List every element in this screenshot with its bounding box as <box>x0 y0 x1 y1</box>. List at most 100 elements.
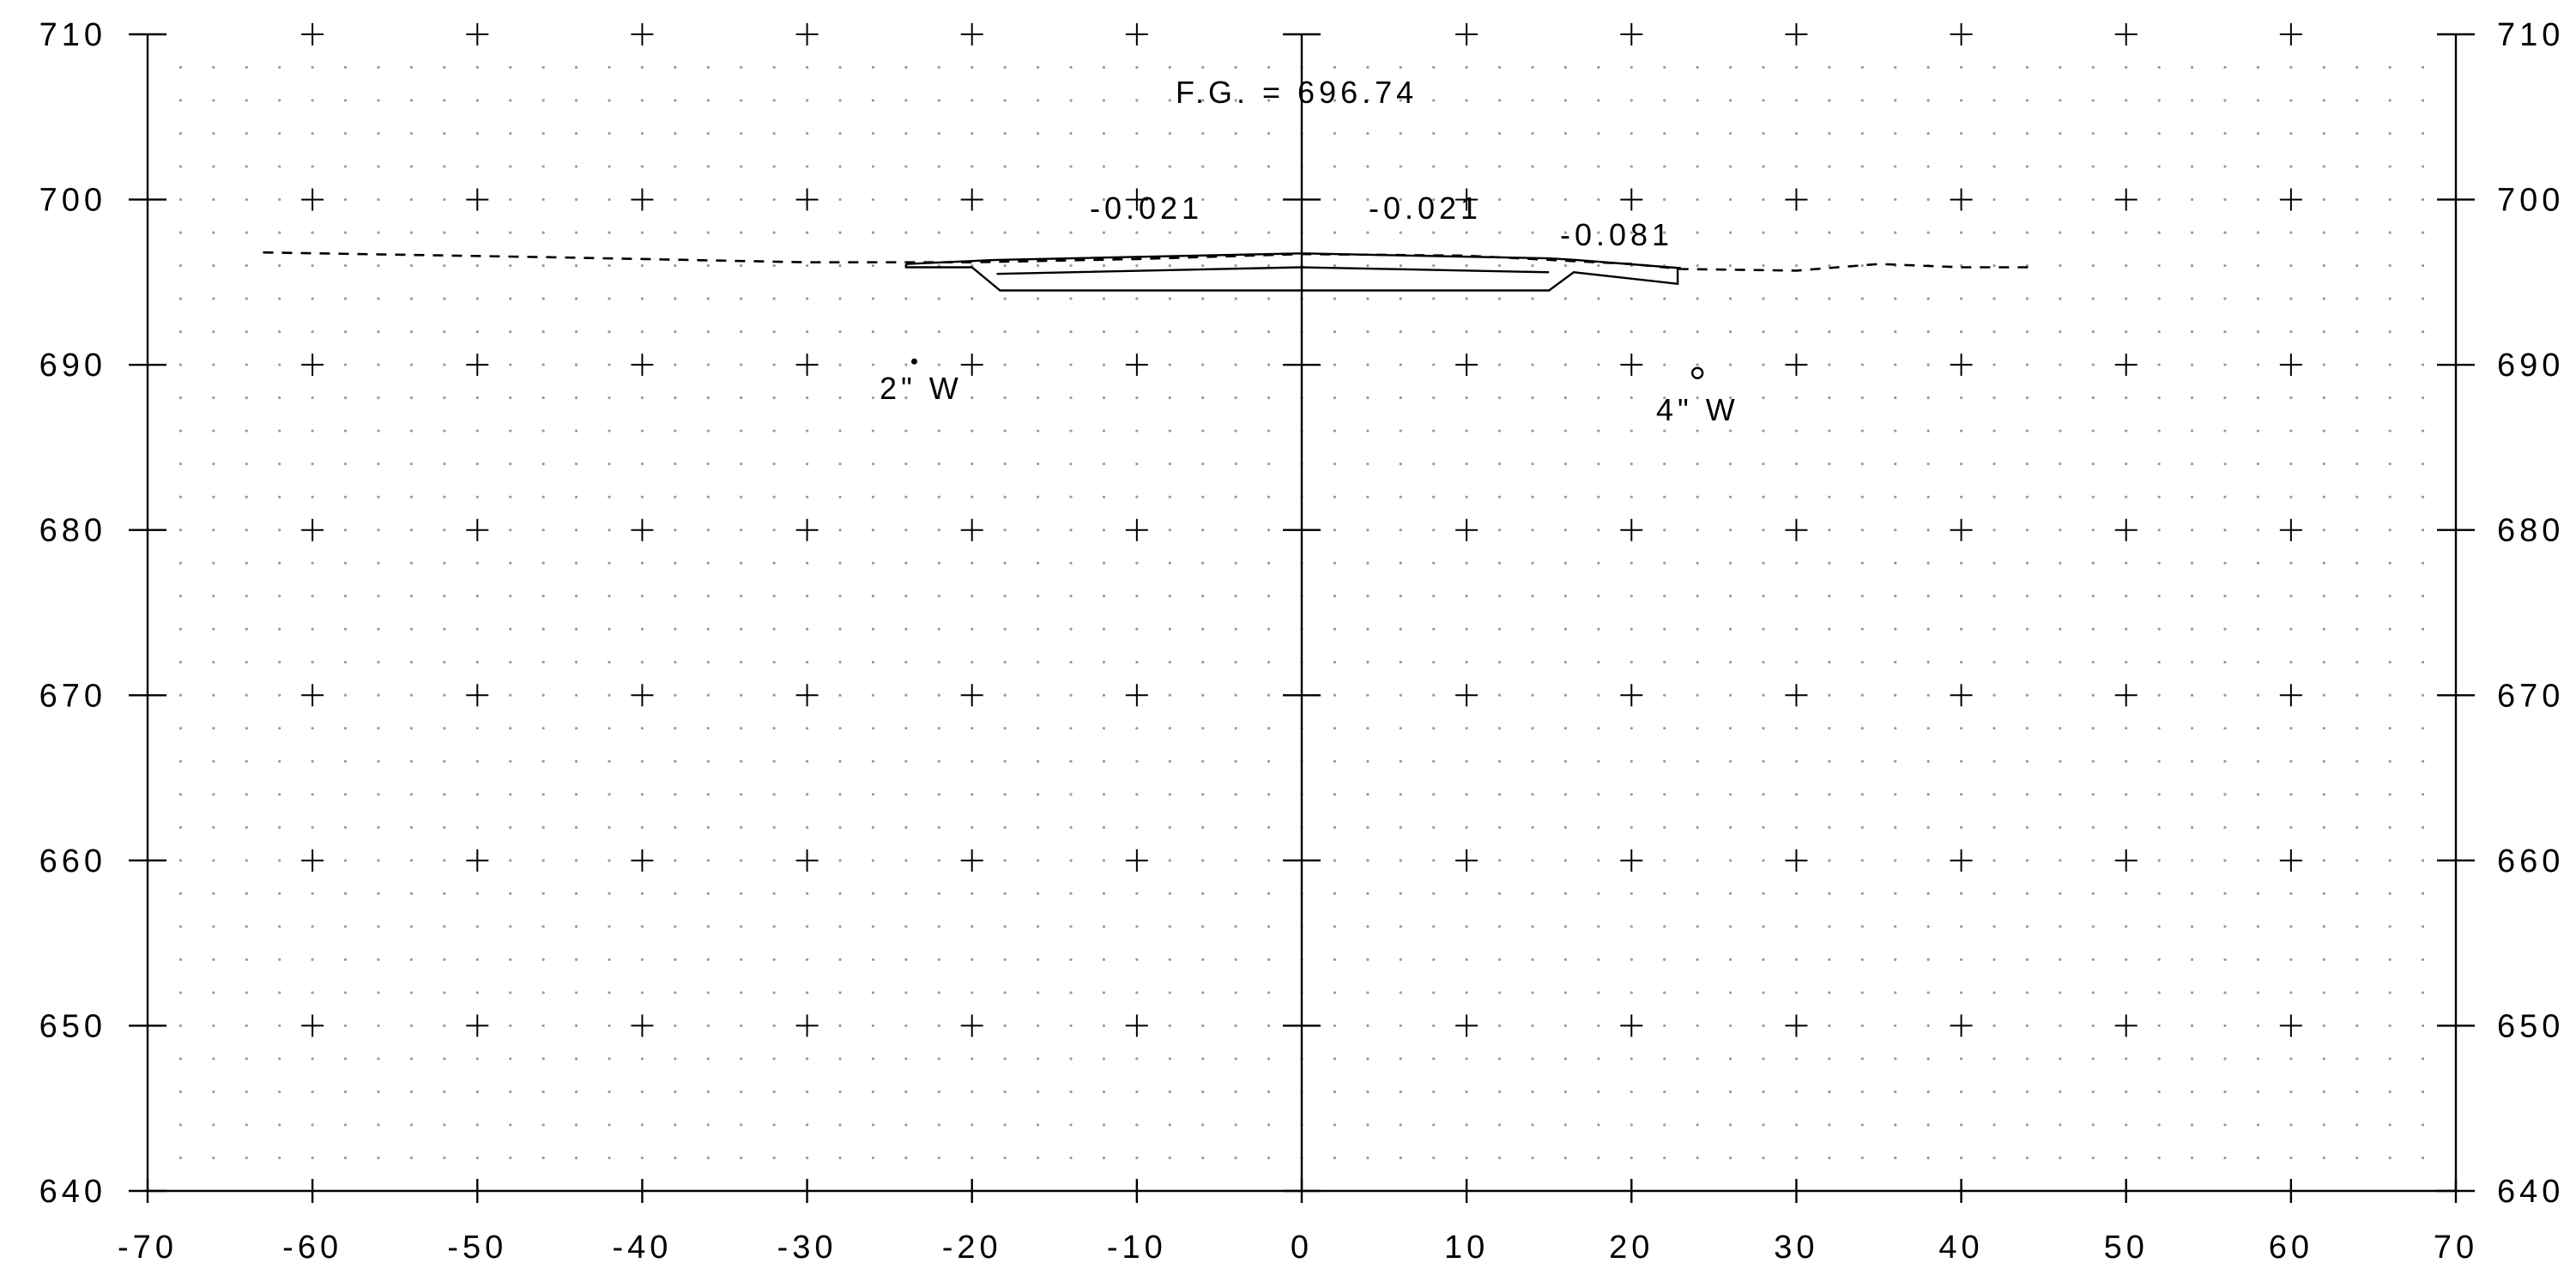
grid-dot <box>178 627 183 631</box>
grid-dot <box>904 925 908 928</box>
grid-dot <box>1432 231 1436 234</box>
grid-dot <box>1465 462 1468 466</box>
grid-dot <box>574 429 578 432</box>
grid-dot <box>2322 297 2325 300</box>
grid-dot <box>772 793 776 796</box>
grid-dot <box>178 891 183 895</box>
grid-dot <box>1234 65 1237 69</box>
grid-dot <box>674 462 677 466</box>
grid-dot <box>1168 925 1171 928</box>
grid-dot <box>2157 793 2161 796</box>
grid-dot <box>706 231 710 234</box>
grid-dot <box>2059 1057 2062 1061</box>
grid-dot <box>674 495 677 499</box>
grid-dot <box>1959 131 1963 136</box>
grid-dot <box>2091 396 2095 400</box>
grid-dot <box>212 1123 215 1127</box>
grid-dot <box>311 99 314 102</box>
grid-dot <box>2223 991 2227 994</box>
grid-dot <box>1794 264 1799 268</box>
grid-dot <box>1794 462 1799 466</box>
grid-dot <box>1497 595 1502 598</box>
grid-dot <box>1563 759 1568 763</box>
grid-dot <box>937 529 940 532</box>
grid-dot <box>608 793 611 796</box>
grid-dot <box>1234 1090 1237 1094</box>
grid-dot <box>1762 231 1765 234</box>
grid-dot <box>871 793 875 796</box>
grid-dot <box>2256 693 2260 697</box>
grid-dot <box>1959 759 1963 763</box>
grid-dot <box>772 429 776 432</box>
grid-dot <box>1267 991 1271 994</box>
grid-dot <box>2125 396 2128 400</box>
grid-dot <box>409 495 414 499</box>
grid-dot <box>1597 661 1600 664</box>
grid-dot <box>1597 925 1600 928</box>
grid-dot <box>1860 727 1864 730</box>
grid-dot <box>838 759 842 763</box>
grid-dot <box>443 396 446 400</box>
grid-dot <box>1630 396 1633 400</box>
grid-dot <box>2190 495 2194 499</box>
grid-dot <box>178 1057 183 1061</box>
grid-dot <box>706 561 710 565</box>
grid-dot <box>640 627 644 631</box>
grid-dot <box>740 429 743 432</box>
grid-dot <box>2256 165 2260 168</box>
grid-dot <box>937 693 940 697</box>
grid-dot <box>1959 1090 1963 1094</box>
grid-dot <box>212 396 215 400</box>
grid-dot <box>1794 595 1799 598</box>
grid-dot <box>1399 429 1402 432</box>
grid-dot <box>2355 627 2359 631</box>
grid-dot <box>1828 529 1831 532</box>
grid-dot <box>278 1057 281 1061</box>
grid-dot <box>509 561 512 565</box>
grid-dot <box>1267 793 1271 796</box>
grid-dot <box>245 727 248 730</box>
grid-dot <box>740 396 743 400</box>
grid-dot <box>409 693 414 697</box>
grid-dot <box>2355 595 2359 598</box>
grid-dot <box>409 396 414 400</box>
grid-dot <box>409 561 414 565</box>
grid-dot <box>1762 131 1765 136</box>
plot-frame <box>129 33 2475 1203</box>
grid-dot <box>377 891 380 895</box>
grid-dot <box>904 462 908 466</box>
grid-dot <box>1333 727 1337 730</box>
grid-dot <box>377 363 380 366</box>
grid-dot <box>509 99 512 102</box>
grid-dot <box>1432 363 1436 366</box>
grid-dot <box>1201 891 1205 895</box>
grid-dot <box>2025 661 2029 664</box>
grid-dot <box>1036 396 1040 400</box>
grid-dot <box>1102 1057 1106 1061</box>
grid-dot <box>838 859 842 862</box>
grid-dot <box>1201 65 1205 69</box>
grid-dot <box>2421 396 2425 400</box>
grid-dot <box>2256 627 2260 631</box>
grid-dot <box>1399 891 1402 895</box>
grid-dot <box>706 529 710 532</box>
grid-dot <box>1497 561 1502 565</box>
grid-dot <box>1663 529 1666 532</box>
grid-dot <box>1959 891 1963 895</box>
grid-dot <box>343 297 348 300</box>
grid-dot <box>1135 99 1139 102</box>
grid-dot <box>1267 495 1271 499</box>
grid-dot <box>2125 595 2128 598</box>
grid-dot <box>1663 1057 1666 1061</box>
grid-dot <box>772 759 776 763</box>
grid-dot <box>1003 396 1007 400</box>
grid-dot <box>2157 561 2161 565</box>
grid-dot <box>2059 1123 2062 1127</box>
grid-dot <box>1432 958 1436 961</box>
grid-dot <box>212 793 215 796</box>
grid-dot <box>1828 165 1831 168</box>
grid-dot <box>475 264 479 268</box>
grid-dot <box>2289 958 2293 961</box>
grid-dot <box>178 727 183 730</box>
grid-dot <box>377 1090 380 1094</box>
